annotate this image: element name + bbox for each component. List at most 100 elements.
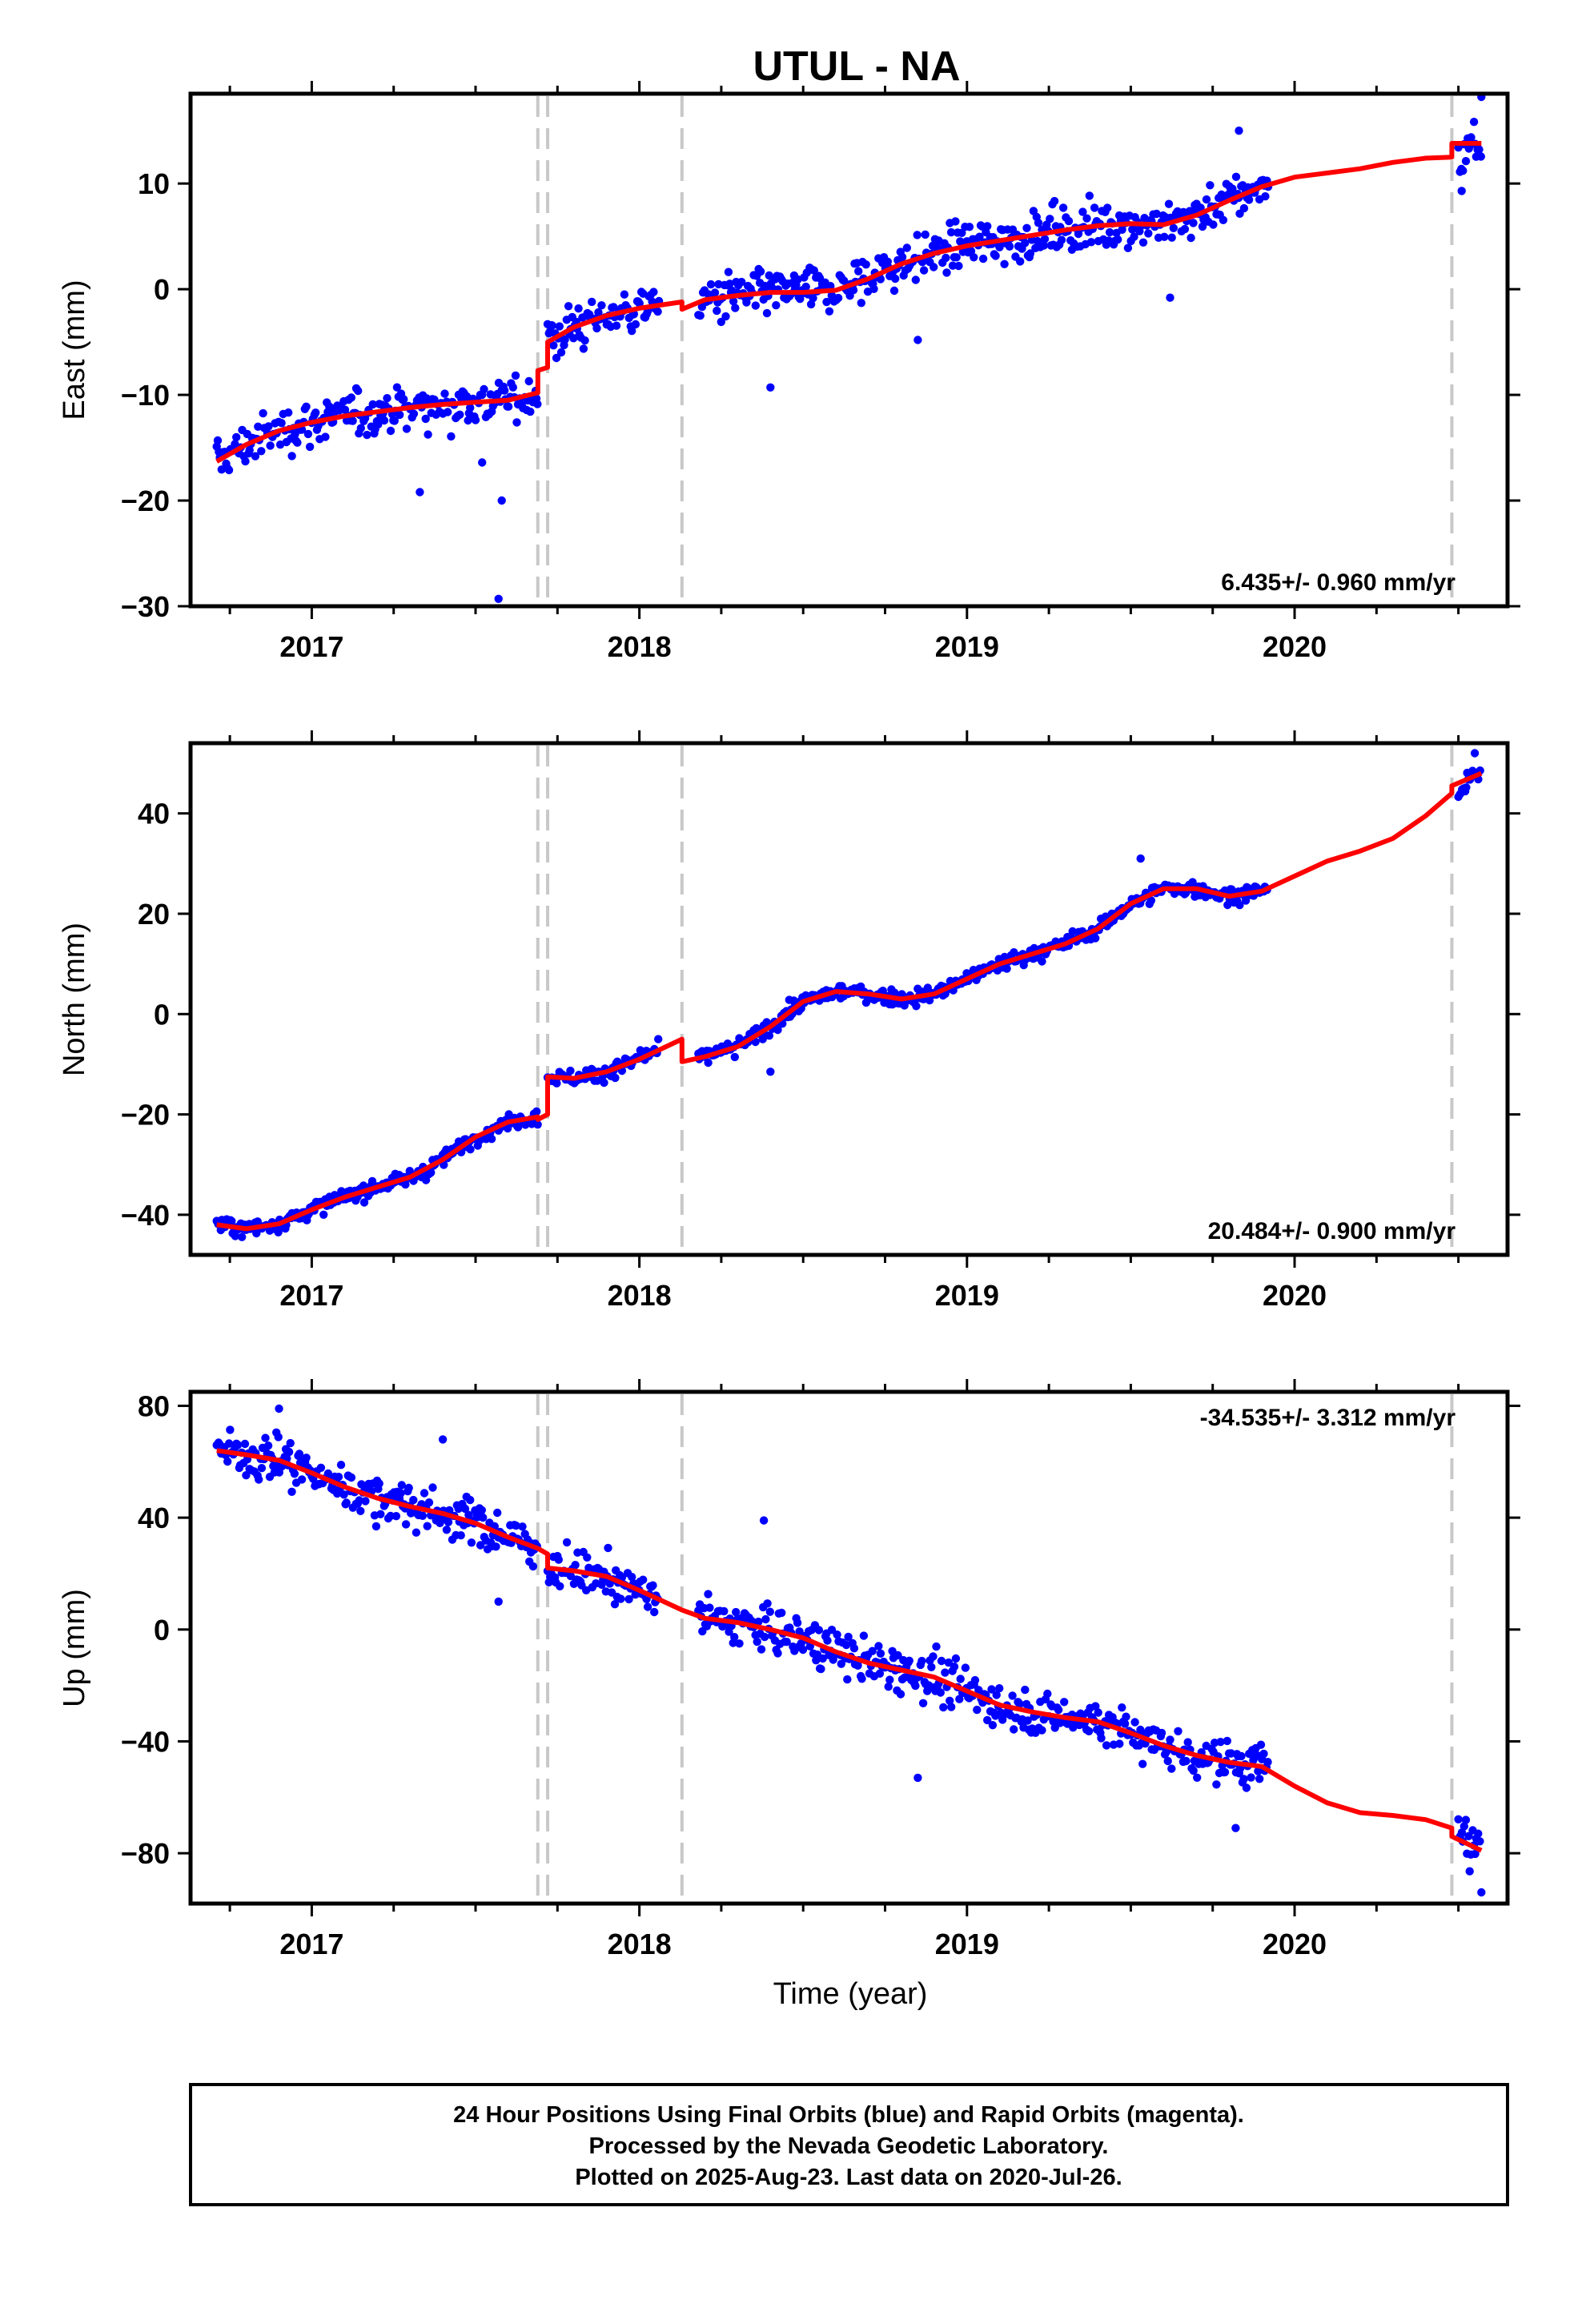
up-obs-point-265 [583,1553,592,1562]
east-obs-point-516 [975,232,984,241]
east-obs-point-253 [579,344,588,353]
up-obs-point-155 [418,1511,428,1521]
east-obs-point-356 [762,308,772,318]
east-obs-point-554 [1026,249,1035,258]
east-obs-point-254 [580,336,589,345]
east-obs-point-239 [560,335,569,344]
up-obs-point-144 [404,1483,413,1493]
east-obs-point-63 [303,429,313,439]
up-obs-point-493 [946,1696,954,1705]
east-obs-point-455 [891,274,900,283]
east-obs-point-531 [995,243,1004,251]
up-obs-point-613 [1115,1739,1124,1748]
up-obs-point-340 [732,1607,741,1617]
east-obs-point-415 [840,276,849,285]
east-obs-point-45 [277,419,286,428]
up-obs-point-535 [1008,1691,1017,1700]
up-model-curve [216,1448,1483,1853]
east-obs-point-351 [756,267,765,276]
north-xtick-label-1: 2018 [608,1279,672,1312]
east-obs-point-20 [241,456,250,466]
east-obs-point-617 [1114,235,1122,244]
east-obs-point-535 [1000,259,1009,268]
up-ytick-label-2: 0 [154,1614,170,1647]
up-obs-point-196 [477,1506,486,1515]
up-obs-point-732 [1471,1849,1480,1859]
up-obs-point-302 [639,1575,648,1584]
east-obs-point-241 [564,302,573,311]
east-obs-point-210 [512,418,521,427]
east-obs-point-710 [1244,195,1254,204]
east-obs-point-670 [1189,219,1198,227]
east-obs-point-730 [1461,157,1471,166]
up-obs-point-251 [562,1538,572,1547]
east-obs-point-236 [556,348,566,357]
up-obs-point-722 [1457,1828,1467,1837]
east-obs-point-638 [1144,229,1153,238]
east-rate-label: 6.435+/- 0.960 mm/yr [1221,569,1456,596]
east-obs-point-668 [1186,233,1195,243]
up-obs-point-737 [438,1435,448,1444]
east-obs-point-273 [609,303,618,312]
up-obs-point-158 [423,1522,432,1530]
east-obs-point-736 [1469,118,1479,127]
up-obs-point-536 [1010,1725,1018,1734]
up-obs-point-604 [1102,1741,1111,1750]
up-obs-point-447 [884,1683,893,1691]
east-obs-point-289 [631,320,640,329]
east-obs-point-512 [970,253,978,262]
east-obs-point-126 [390,416,399,425]
north-obs-point-111 [359,1198,369,1207]
east-obs-point-379 [793,275,802,284]
north-obs-point-20 [238,1232,247,1241]
east-obs-point-749 [1457,187,1466,195]
up-obs-point-357 [757,1645,766,1654]
east-obs-point-52 [287,452,296,460]
up-obs-point-649 [1166,1735,1174,1744]
up-xtick-label-3: 2020 [1263,1928,1327,1960]
north-obs-point-753 [1136,854,1145,863]
up-obs-point-288 [616,1594,625,1603]
footer-line-2: Processed by the Nevada Geodetic Laborat… [589,2133,1109,2159]
east-obs-point-654 [1167,233,1176,242]
east-obs-point-644 [1152,209,1161,219]
east-obs-point-170 [456,410,464,419]
east-ytick-label-3: −20 [121,485,170,517]
footer-line-1: 24 Hour Positions Using Final Orbits (bl… [453,2102,1244,2128]
up-obs-point-727 [1464,1831,1473,1840]
east-obs-point-539 [1005,242,1014,251]
east-obs-point-444 [876,275,885,283]
up-obs-point-359 [760,1632,769,1642]
east-obs-point-302 [649,287,658,296]
east-obs-point-318 [710,288,720,297]
north-obs-point-454 [878,987,888,995]
east-obs-point-751 [1235,127,1243,135]
up-obs-point-664 [1189,1766,1198,1775]
north-obs-point-610 [1091,934,1100,943]
north-obs-point-715 [1235,901,1244,910]
up-obs-point-385 [798,1645,808,1655]
up-obs-point-94 [342,1498,351,1507]
up-obs-point-403 [823,1636,832,1645]
up-obs-point-643 [1157,1728,1166,1738]
up-obs-point-279 [604,1543,612,1553]
up-obs-point-499 [955,1695,964,1703]
east-obs-point-178 [466,404,475,412]
up-obs-point-567 [1054,1705,1063,1715]
up-obs-point-398 [817,1664,825,1674]
up-obs-point-171 [444,1518,453,1526]
east-obs-point-475 [921,230,930,239]
up-obs-point-188 [467,1538,476,1547]
east-obs-point-305 [653,307,662,316]
up-obs-point-667 [1193,1773,1202,1782]
up-obs-point-423 [849,1644,859,1653]
up-obs-point-246 [556,1582,564,1591]
up-obs-point-490 [941,1668,950,1677]
east-obs-point-341 [742,298,751,307]
up-obs-point-683 [1216,1738,1225,1747]
up-obs-point-207 [493,1508,502,1518]
east-xtick-label-1: 2018 [608,630,672,663]
north-obs-point-204 [487,1135,496,1144]
east-obs-point-611 [1105,227,1114,237]
east-obs-point-164 [447,432,456,441]
